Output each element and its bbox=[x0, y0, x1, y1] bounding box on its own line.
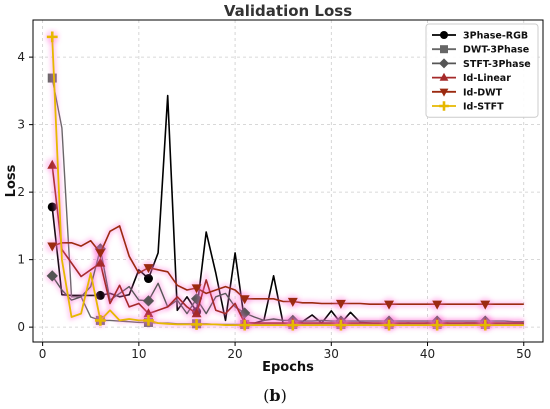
data-point bbox=[480, 300, 491, 310]
legend-item: Id-STFT bbox=[432, 101, 504, 113]
plot-frame bbox=[32, 19, 544, 343]
legend-item: STFT-3Phase bbox=[432, 58, 531, 70]
legend-box bbox=[425, 23, 539, 118]
x-tick-label: 50 bbox=[516, 347, 531, 361]
legend-label: DWT-3Phase bbox=[463, 45, 529, 56]
legend-marker bbox=[440, 31, 448, 39]
legend-label: Id-DWT bbox=[463, 87, 503, 98]
caption-letter: b bbox=[269, 386, 280, 405]
data-point bbox=[143, 264, 154, 274]
data-point bbox=[47, 242, 58, 252]
series-id-stft bbox=[45, 29, 524, 333]
data-point bbox=[479, 319, 491, 331]
legend-marker bbox=[439, 101, 449, 111]
x-tick-label: 0 bbox=[39, 347, 47, 361]
legend-marker bbox=[439, 58, 449, 69]
legend-marker bbox=[440, 45, 448, 54]
x-tick-label: 10 bbox=[131, 347, 146, 361]
figure-caption: (b) bbox=[263, 386, 287, 405]
data-point bbox=[46, 270, 58, 282]
y-tick-label: 2 bbox=[17, 185, 25, 199]
data-point bbox=[335, 319, 347, 331]
data-point bbox=[191, 284, 202, 294]
y-tick-label: 1 bbox=[17, 253, 25, 267]
data-point bbox=[335, 299, 346, 309]
legend-label: STFT-3Phase bbox=[463, 59, 531, 70]
data-point bbox=[94, 314, 106, 326]
y-tick-label: 3 bbox=[17, 118, 25, 132]
x-tick-label: 40 bbox=[420, 347, 435, 361]
data-point bbox=[239, 319, 251, 331]
data-point bbox=[191, 319, 202, 330]
data-point bbox=[47, 159, 58, 169]
caption-close: ) bbox=[281, 386, 287, 405]
legend-label: 3Phase-RGB bbox=[463, 31, 528, 42]
y-axis-label: Loss bbox=[4, 164, 19, 197]
legend-item: Id-DWT bbox=[432, 87, 503, 98]
legend-marker bbox=[439, 72, 449, 81]
data-point bbox=[142, 295, 155, 307]
chart-title: Validation Loss bbox=[224, 2, 352, 20]
legend: 3Phase-RGB DWT-3Phase STFT-3Phase Id-Linear… bbox=[425, 23, 539, 118]
data-point bbox=[287, 319, 299, 331]
data-point bbox=[432, 300, 443, 310]
data-point bbox=[431, 319, 443, 331]
data-point bbox=[95, 249, 106, 259]
y-tick-label: 4 bbox=[17, 50, 25, 64]
legend-label: Id-STFT bbox=[463, 102, 504, 113]
data-point bbox=[191, 308, 202, 318]
data-point bbox=[287, 297, 298, 307]
data-point bbox=[239, 295, 250, 305]
x-tick-label: 30 bbox=[324, 347, 339, 361]
data-point bbox=[384, 300, 394, 310]
x-tick-label: 20 bbox=[227, 347, 242, 361]
data-point bbox=[95, 257, 106, 267]
data-point bbox=[143, 314, 154, 326]
axis-ticks: 0 10 20 30 40 50 0 1 2 3 4 bbox=[17, 50, 531, 361]
x-axis-label: Epochs bbox=[262, 360, 314, 375]
y-tick-label: 0 bbox=[17, 320, 25, 334]
legend-item: 3Phase-RGB bbox=[432, 31, 528, 42]
legend-label: Id-Linear bbox=[463, 73, 511, 84]
legend-item: DWT-3Phase bbox=[432, 45, 529, 56]
legend-marker bbox=[439, 88, 449, 97]
data-point bbox=[143, 274, 153, 284]
data-point bbox=[383, 319, 395, 331]
series-id-dwt bbox=[45, 221, 524, 312]
data-point bbox=[46, 31, 58, 43]
caption-open: ( bbox=[263, 386, 269, 405]
series-layer bbox=[45, 29, 524, 333]
legend-item: Id-Linear bbox=[432, 72, 511, 84]
